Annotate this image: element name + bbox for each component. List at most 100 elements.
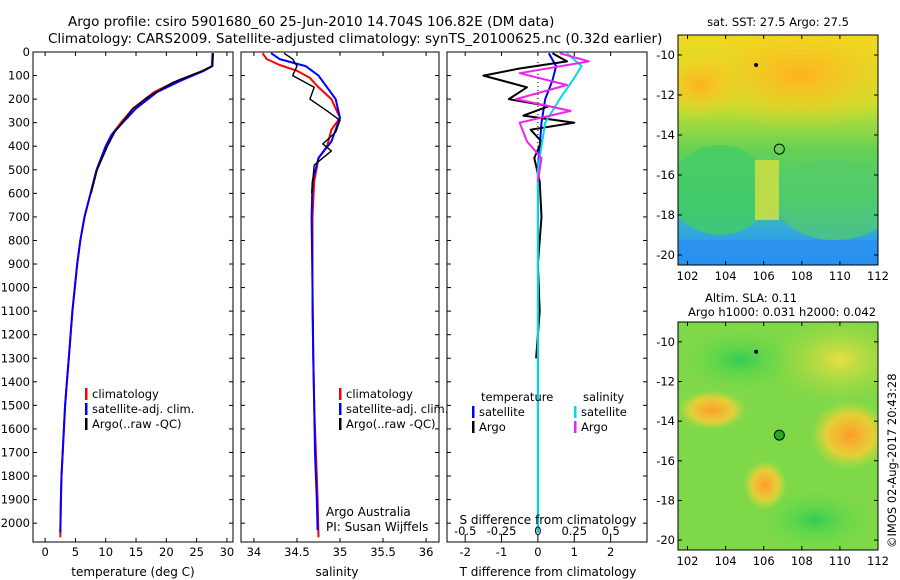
figure-title-line2: Climatology: CARS2009. Satellite-adjuste… bbox=[48, 31, 662, 47]
sst-map bbox=[678, 35, 878, 265]
x-tick-label: 1 bbox=[571, 545, 578, 559]
legend-swatch bbox=[339, 403, 342, 415]
legend-swatch bbox=[472, 421, 475, 433]
map-x-tick-label: 102 bbox=[677, 269, 699, 283]
series-line-argo-raw-qc- bbox=[90, 53, 214, 194]
sla-yellow-patch-north bbox=[770, 322, 878, 405]
legend-label: Argo bbox=[479, 420, 506, 434]
map-y-tick-label: -14 bbox=[656, 414, 675, 428]
sst-warm-patch bbox=[690, 35, 878, 130]
y-tick-label: 2000 bbox=[1, 516, 30, 530]
salinity-scale-tick-label: 0.25 bbox=[561, 524, 587, 538]
map-x-tick-label: 112 bbox=[867, 554, 889, 568]
sst-map-frame bbox=[677, 34, 879, 266]
difference-xlabel: T difference from climatology bbox=[459, 565, 637, 579]
legend-header-temperature: temperature bbox=[481, 390, 553, 404]
legend-swatch bbox=[339, 418, 342, 430]
map-x-tick-label: 104 bbox=[715, 554, 737, 568]
x-tick-label: 34.5 bbox=[284, 545, 310, 559]
salinity-scale-tick-label: -0.25 bbox=[487, 524, 517, 538]
y-tick-label: 1200 bbox=[1, 328, 30, 342]
y-tick-label: 300 bbox=[8, 116, 30, 130]
legend-swatch bbox=[339, 388, 342, 400]
sla-green-patch bbox=[685, 330, 795, 390]
legend-swatch bbox=[574, 421, 577, 433]
legend-label: Argo(..raw -QC) bbox=[92, 417, 182, 431]
sla-orange-patch-east bbox=[810, 400, 878, 470]
y-tick-label: 1700 bbox=[1, 445, 30, 459]
legend-label: Argo(..raw -QC) bbox=[346, 417, 436, 431]
figure-title-line1: Argo profile: csiro 5901680_60 25-Jun-20… bbox=[68, 14, 554, 30]
sst-map-axes: 102 104 106 108 110 112 -10 -12 -14 -16 -18 -20 bbox=[656, 35, 889, 283]
series-line-salinity-argo bbox=[515, 52, 590, 182]
salinity-xlabel: salinity bbox=[315, 565, 358, 579]
map-y-tick-label: -20 bbox=[656, 533, 675, 547]
y-tick-label: 800 bbox=[8, 233, 30, 247]
x-tick-label: 35.5 bbox=[370, 545, 396, 559]
map-x-tick-label: 110 bbox=[829, 554, 851, 568]
y-tick-label: 1500 bbox=[1, 398, 30, 412]
legend-swatch bbox=[85, 418, 88, 430]
sst-warm-patch-west bbox=[678, 50, 745, 120]
map-y-tick-label: -18 bbox=[656, 493, 675, 507]
map-y-tick-label: -12 bbox=[656, 88, 675, 102]
salinity-scale-tick-label: 0.5 bbox=[601, 524, 619, 538]
x-tick-label: 25 bbox=[189, 545, 204, 559]
map-x-tick-label: 108 bbox=[791, 269, 813, 283]
y-tick-label: 900 bbox=[8, 257, 30, 271]
y-tick-label: 100 bbox=[8, 69, 30, 83]
map-x-tick-label: 104 bbox=[715, 269, 737, 283]
y-tick-label: 1300 bbox=[1, 351, 30, 365]
y-tick-label: 1000 bbox=[1, 281, 30, 295]
sst-map-title: sat. SST: 27.5 Argo: 27.5 bbox=[707, 15, 849, 29]
legend-label: climatology bbox=[346, 387, 413, 401]
temperature-xlabel: temperature (deg C) bbox=[71, 565, 194, 579]
y-tick-label: 400 bbox=[8, 139, 30, 153]
y-tick-label: 1400 bbox=[1, 375, 30, 389]
y-tick-label: 1800 bbox=[1, 469, 30, 483]
sla-title-line1: Altim. SLA: 0.11 bbox=[705, 291, 797, 305]
temperature-axes-frame bbox=[32, 51, 234, 543]
legend-label: satellite-adj. clim. bbox=[346, 402, 448, 416]
series-line-satellite-adj-clim- bbox=[59, 53, 214, 533]
sla-map-frame bbox=[677, 321, 879, 551]
sst-green-patch bbox=[678, 145, 770, 235]
argo-position-marker bbox=[773, 143, 785, 155]
map-x-tick-label: 106 bbox=[753, 554, 775, 568]
map-x-tick-label: 108 bbox=[791, 554, 813, 568]
argo-credit-line2: PI: Susan Wijffels bbox=[326, 520, 428, 534]
x-tick-label: 5 bbox=[72, 545, 79, 559]
x-tick-label: 15 bbox=[129, 545, 144, 559]
y-tick-label: 500 bbox=[8, 163, 30, 177]
y-tick-label: 600 bbox=[8, 186, 30, 200]
legend-label: satellite-adj. clim. bbox=[92, 402, 194, 416]
y-tick-label: 700 bbox=[8, 210, 30, 224]
map-y-tick-label: -10 bbox=[656, 335, 675, 349]
difference-xlabel-top: S difference from climatology bbox=[460, 513, 637, 527]
map-y-tick-label: -16 bbox=[656, 168, 675, 182]
legend-label: satellite bbox=[479, 405, 525, 419]
y-tick-label: 1900 bbox=[1, 493, 30, 507]
legend-label: climatology bbox=[92, 387, 159, 401]
y-tick-label: 200 bbox=[8, 92, 30, 106]
series-line-satellite-adj-clim- bbox=[270, 52, 341, 531]
map-y-tick-label: -14 bbox=[656, 128, 675, 142]
difference-axes-frame bbox=[446, 51, 648, 543]
map-y-tick-label: -10 bbox=[656, 48, 675, 62]
map-x-tick-label: 106 bbox=[753, 269, 775, 283]
legend-header-salinity: salinity bbox=[583, 390, 624, 404]
salinity-axes-frame bbox=[240, 51, 440, 543]
x-tick-label: 30 bbox=[220, 545, 235, 559]
y-tick-label: 0 bbox=[23, 45, 30, 59]
y-tick-label: 1600 bbox=[1, 422, 30, 436]
map-x-tick-label: 102 bbox=[677, 554, 699, 568]
x-tick-label: 36 bbox=[419, 545, 434, 559]
legend-swatch bbox=[85, 388, 88, 400]
x-tick-label: -2 bbox=[459, 545, 470, 559]
x-tick-label: 2 bbox=[607, 545, 614, 559]
salinity-panel: 34 34.5 35 35.5 36 climatologysatellite-adj. … bbox=[240, 51, 448, 559]
sst-green-patch-east bbox=[775, 160, 878, 240]
sst-yellow-tongue bbox=[755, 160, 779, 220]
